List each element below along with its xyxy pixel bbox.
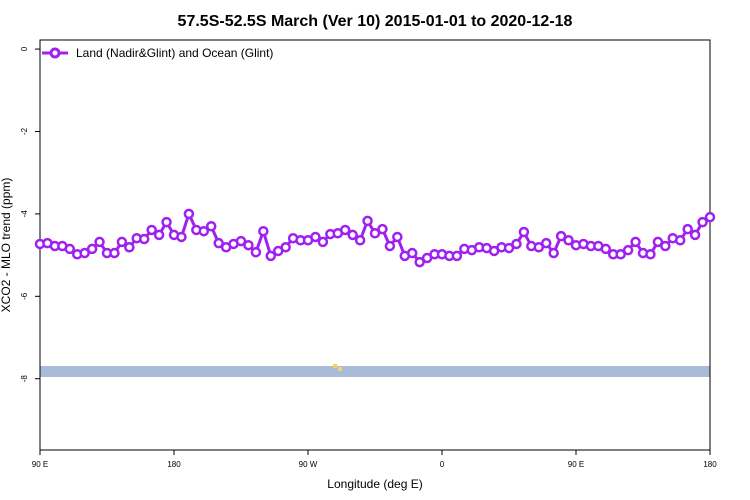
data-point (682, 223, 693, 235)
data-point (213, 237, 224, 249)
data-point (414, 256, 425, 268)
data-point (339, 224, 351, 236)
plot-frame (39, 39, 711, 451)
x-tick-label: 90 E (568, 460, 584, 469)
data-point (317, 236, 329, 248)
x-tick-label: 90 W (299, 460, 318, 469)
data-point (79, 247, 90, 259)
data-point (689, 229, 701, 241)
data-point (451, 250, 463, 262)
data-point (406, 247, 418, 259)
data-point (622, 244, 634, 256)
x-tick-label: 180 (703, 460, 717, 469)
x-tick-label: 180 (167, 460, 181, 469)
chart-title: 57.5S-52.5S March (Ver 10) 2015-01-01 to… (178, 13, 573, 30)
data-point (503, 242, 515, 254)
data-point (161, 216, 172, 228)
x-tick-label: 90 E (32, 460, 48, 469)
data-point (674, 235, 686, 246)
data-point (630, 236, 641, 248)
y-tick-label: -8 (20, 375, 29, 383)
legend: Land (Nadir&Glint) and Ocean (Glint) (42, 46, 273, 60)
y-tick-label: -4 (20, 210, 29, 218)
data-point (310, 231, 321, 243)
data-point (138, 233, 150, 245)
data-point (205, 221, 217, 232)
x-axis-label: Longitude (deg E) (327, 477, 422, 491)
data-point (183, 208, 195, 220)
x-tick-label: 0 (440, 460, 445, 469)
data-point (280, 242, 291, 253)
data-point (354, 235, 366, 246)
data-point (369, 228, 381, 239)
data-point (235, 235, 247, 247)
data-point (124, 242, 135, 253)
data-point (600, 243, 612, 255)
data-point (511, 238, 522, 250)
data-point (563, 235, 574, 246)
data-point (362, 215, 373, 227)
y-tick-label: -6 (20, 292, 29, 300)
data-point (86, 243, 98, 255)
data-point (176, 231, 187, 243)
data-point (704, 211, 716, 223)
data-point (146, 224, 157, 236)
data-point (153, 229, 165, 241)
data-point (377, 223, 388, 235)
data-point (265, 250, 277, 262)
data-point (250, 246, 262, 258)
land-fleck (333, 364, 337, 368)
legend-marker (49, 47, 61, 59)
legend-label: Land (Nadir&Glint) and Ocean (Glint) (76, 46, 273, 60)
data-point (645, 249, 656, 260)
land-ocean-strip (40, 366, 710, 377)
data-point (548, 247, 559, 259)
land-fleck (338, 367, 342, 371)
data-point (660, 240, 671, 252)
data-point (540, 237, 552, 249)
data-point (392, 231, 403, 243)
data-point (555, 230, 567, 242)
data-point (697, 216, 708, 228)
data-point (518, 226, 530, 238)
data-point (652, 236, 664, 248)
data-point (243, 239, 254, 251)
y-axis-label: XCO2 - MLO trend (ppm) (0, 178, 13, 313)
data-point (198, 225, 210, 237)
data-point (347, 229, 358, 241)
data-point (116, 236, 128, 248)
data-point (94, 236, 105, 248)
data-point (64, 243, 76, 255)
data-point (615, 249, 626, 260)
data-point (533, 242, 545, 253)
y-tick-label: 0 (20, 46, 29, 51)
data-point (384, 240, 396, 252)
data-point (109, 247, 120, 259)
y-tick-label: -2 (20, 127, 29, 135)
data-point (258, 225, 269, 237)
